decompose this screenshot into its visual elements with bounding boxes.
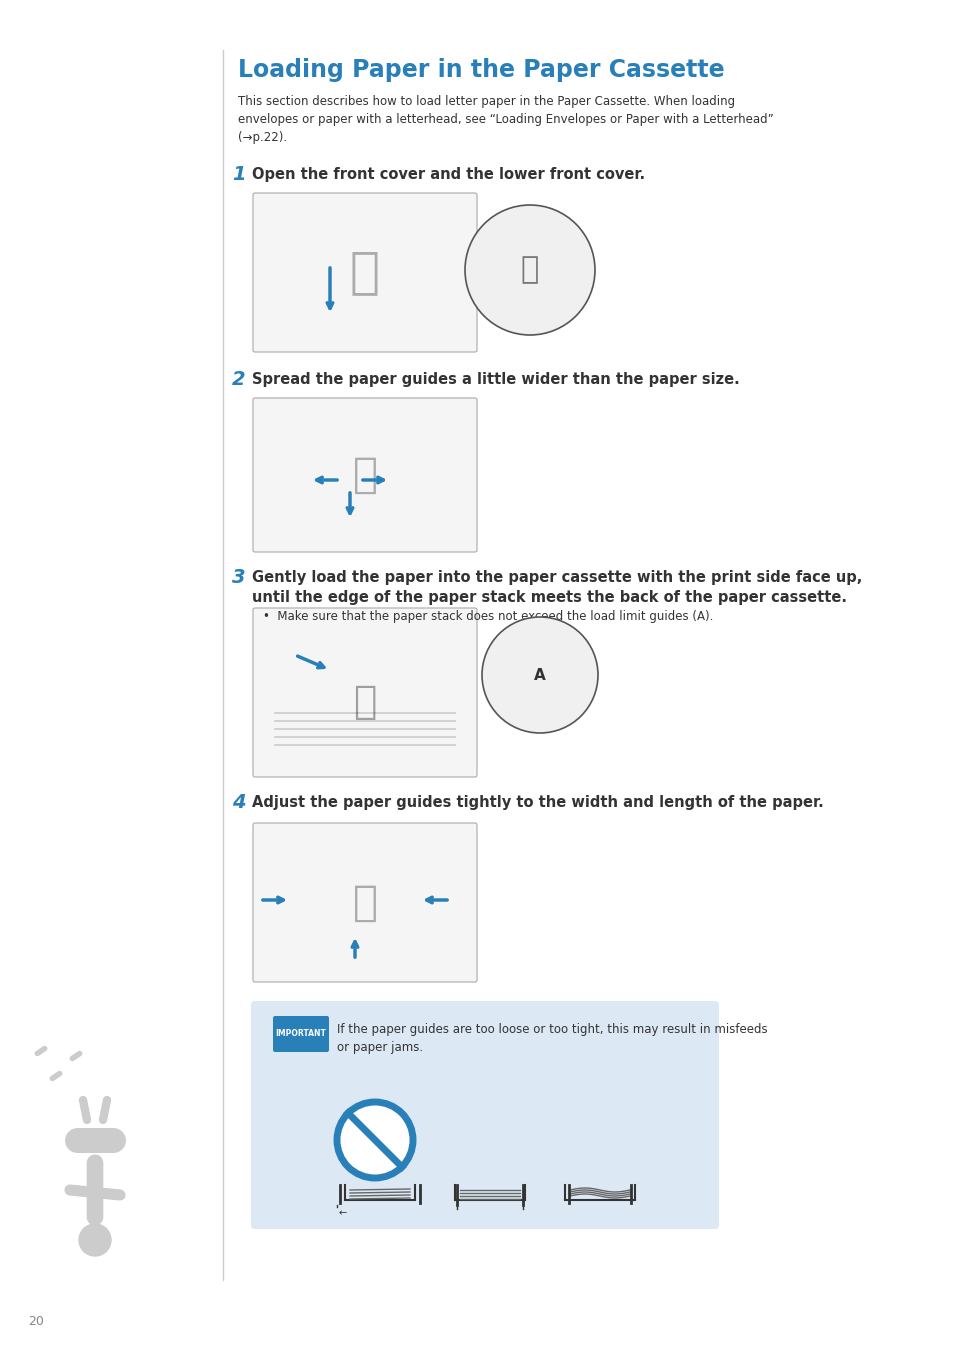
Text: Open the front cover and the lower front cover.: Open the front cover and the lower front… xyxy=(252,167,644,182)
Circle shape xyxy=(464,205,595,335)
Text: A: A xyxy=(534,667,545,683)
FancyBboxPatch shape xyxy=(253,608,476,778)
Text: Loading Paper in the Paper Cassette: Loading Paper in the Paper Cassette xyxy=(237,58,724,82)
Text: 📄: 📄 xyxy=(353,683,376,721)
FancyBboxPatch shape xyxy=(253,398,476,552)
Text: IMPORTANT: IMPORTANT xyxy=(275,1030,326,1038)
FancyArrowPatch shape xyxy=(52,1073,60,1079)
Text: 4: 4 xyxy=(232,792,245,811)
Text: 🖨: 🖨 xyxy=(350,248,379,297)
Text: ✋: ✋ xyxy=(520,255,538,285)
FancyBboxPatch shape xyxy=(253,824,476,981)
Text: 🖨: 🖨 xyxy=(352,882,377,923)
Text: If the paper guides are too loose or too tight, this may result in misfeeds
or p: If the paper guides are too loose or too… xyxy=(336,1023,767,1054)
FancyArrowPatch shape xyxy=(72,1053,80,1058)
Text: Spread the paper guides a little wider than the paper size.: Spread the paper guides a little wider t… xyxy=(252,373,739,387)
Circle shape xyxy=(336,1102,413,1179)
FancyBboxPatch shape xyxy=(251,1000,719,1228)
Text: 20: 20 xyxy=(28,1315,44,1328)
Text: This section describes how to load letter paper in the Paper Cassette. When load: This section describes how to load lette… xyxy=(237,95,773,144)
Text: 3: 3 xyxy=(232,568,245,587)
Text: ←: ← xyxy=(338,1208,347,1218)
FancyBboxPatch shape xyxy=(273,1017,329,1052)
Text: 1: 1 xyxy=(232,165,245,184)
Circle shape xyxy=(79,1224,111,1256)
Text: •  Make sure that the paper stack does not exceed the load limit guides (A).: • Make sure that the paper stack does no… xyxy=(263,610,713,622)
FancyArrowPatch shape xyxy=(37,1049,45,1053)
Text: Gently load the paper into the paper cassette with the print side face up,
until: Gently load the paper into the paper cas… xyxy=(252,570,862,605)
Text: 2: 2 xyxy=(232,370,245,389)
Text: 🖨: 🖨 xyxy=(352,454,377,495)
Text: Adjust the paper guides tightly to the width and length of the paper.: Adjust the paper guides tightly to the w… xyxy=(252,795,822,810)
FancyBboxPatch shape xyxy=(253,193,476,352)
Circle shape xyxy=(481,617,598,733)
